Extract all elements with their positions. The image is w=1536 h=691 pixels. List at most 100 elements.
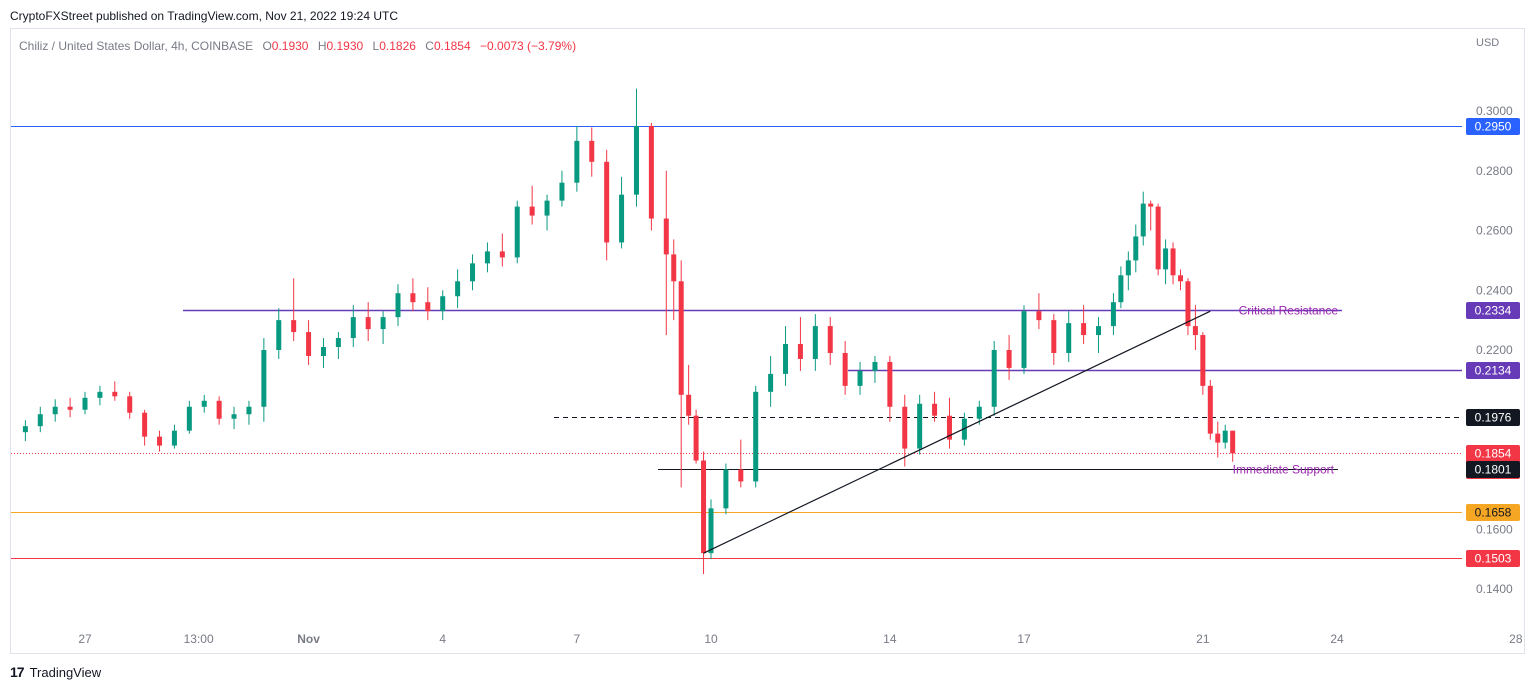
candle-body	[701, 460, 707, 554]
candle-body	[246, 406, 252, 415]
candle-52	[753, 385, 759, 488]
candle-45	[678, 260, 684, 488]
candle-body	[797, 344, 803, 359]
candle-body	[1140, 203, 1146, 237]
candle-3	[67, 397, 73, 418]
candle-21	[335, 332, 341, 359]
candle-body	[67, 406, 73, 410]
candle-34	[529, 185, 535, 225]
y-tick-2: 0.2200	[1476, 343, 1513, 357]
candle-body	[1215, 433, 1221, 443]
candle-body	[1148, 203, 1154, 207]
close-label: C	[425, 39, 434, 53]
candle-72	[1051, 314, 1057, 365]
candle-5	[97, 385, 103, 406]
candle-16	[261, 338, 267, 422]
candle-body	[455, 281, 461, 297]
candle-body	[812, 326, 818, 359]
price-label-1: 0.2334	[1475, 304, 1512, 318]
candle-54	[783, 326, 789, 386]
candle-body	[648, 125, 654, 219]
candle-body	[142, 412, 148, 437]
low-value: 0.1826	[379, 39, 416, 53]
candle-body	[827, 326, 833, 353]
candle-37	[574, 125, 580, 192]
open-label: O	[262, 39, 272, 53]
candle-63	[917, 394, 923, 455]
candle-20	[320, 338, 326, 368]
candle-body	[1178, 275, 1183, 282]
candle-body	[231, 414, 237, 419]
candle-body	[410, 293, 416, 303]
candle-body	[514, 206, 520, 258]
level-annotation-1: Critical Resistance	[1239, 304, 1339, 318]
candle-body	[157, 436, 163, 446]
candle-80	[1140, 191, 1146, 246]
tradingview-footer[interactable]: 17 TradingView	[10, 664, 101, 680]
candle-body	[484, 251, 490, 264]
candle-88	[1200, 332, 1206, 395]
candle-55	[797, 317, 803, 371]
price-label-4: 0.1854	[1475, 447, 1512, 461]
tradingview-logo-icon: 17	[10, 664, 25, 680]
candle-body	[470, 263, 476, 282]
candle-body	[1066, 323, 1072, 353]
chart-frame	[10, 28, 1525, 654]
candle-24	[380, 311, 386, 345]
candle-2	[52, 399, 58, 422]
candle-59	[857, 361, 863, 395]
price-label-0: 0.2950	[1475, 120, 1512, 134]
candle-body	[783, 344, 789, 374]
candle-body	[306, 332, 312, 356]
candle-body	[686, 394, 692, 416]
x-tick-4: 7	[574, 632, 581, 646]
candle-body	[1192, 326, 1198, 336]
candle-body	[97, 391, 103, 398]
x-tick-8: 21	[1196, 632, 1210, 646]
price-label-bg-3	[1466, 409, 1520, 426]
candle-42	[648, 122, 654, 231]
candle-69	[1006, 335, 1012, 380]
x-tick-6: 14	[883, 632, 897, 646]
candle-8	[142, 409, 148, 446]
candle-38	[589, 127, 595, 177]
candle-91	[1222, 424, 1228, 449]
candle-body	[902, 406, 908, 449]
candle-body	[753, 391, 759, 482]
candle-76	[1110, 293, 1116, 336]
candle-48	[701, 451, 707, 575]
candle-body	[887, 361, 893, 407]
candle-82	[1155, 203, 1161, 276]
candle-body	[261, 350, 267, 407]
candle-body	[991, 350, 997, 407]
candle-body	[1051, 320, 1057, 353]
price-label-5: 0.1801	[1475, 463, 1512, 477]
brand-name: TradingView	[29, 664, 102, 680]
candle-70	[1021, 305, 1027, 374]
candle-body	[693, 415, 699, 461]
candle-body	[1096, 326, 1102, 336]
x-tick-10: 28	[1509, 632, 1523, 646]
candle-body	[633, 125, 639, 195]
price-label-7: 0.1503	[1475, 552, 1512, 566]
candle-51	[738, 439, 744, 488]
x-tick-3: 4	[439, 632, 446, 646]
candle-4	[82, 391, 88, 415]
candle-74	[1081, 305, 1087, 345]
candle-body	[291, 320, 297, 333]
symbol-legend: Chiliz / United States Dollar, 4h, COINB…	[19, 39, 576, 53]
x-tick-9: 24	[1330, 632, 1344, 646]
ascending-trendline	[703, 310, 1211, 554]
x-tick-0: 27	[78, 632, 92, 646]
price-label-bg-6	[1466, 504, 1520, 521]
candle-32	[499, 233, 505, 267]
candle-89	[1207, 379, 1213, 440]
close-value: 0.1854	[433, 39, 471, 53]
high-value: 0.1930	[326, 39, 364, 53]
candle-56	[812, 314, 818, 371]
candle-30	[470, 254, 476, 291]
y-tick-1: 0.1600	[1476, 522, 1513, 536]
price-label-bg-1	[1466, 302, 1520, 319]
candle-65	[946, 397, 952, 449]
